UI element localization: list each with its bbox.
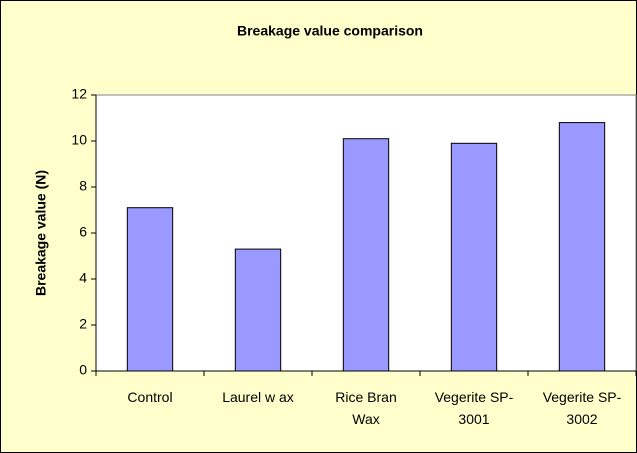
x-tick-label: Vegerite SP-3001 [434, 389, 514, 427]
y-tick-label: 8 [79, 178, 87, 194]
x-tick-label: Rice Bran Wax [335, 389, 397, 427]
x-tick-label: Vegerite SP-3002 [542, 389, 622, 427]
bar [234, 248, 282, 372]
bar [126, 207, 174, 372]
y-tick-label: 0 [79, 362, 87, 378]
chart-title: Breakage value comparison [237, 23, 423, 39]
y-tick-label: 4 [79, 270, 87, 286]
bar [450, 142, 498, 372]
y-tick-label: 2 [79, 316, 87, 332]
y-tick-label: 6 [79, 224, 87, 240]
y-tick-label: 12 [71, 86, 87, 102]
y-tick-label: 10 [71, 132, 87, 148]
bar [558, 122, 606, 372]
x-tick-label: Laurel w ax [222, 389, 294, 405]
bar [342, 138, 390, 372]
y-axis-label: Breakage value (N) [33, 170, 49, 296]
x-tick-label: Control [127, 389, 173, 405]
